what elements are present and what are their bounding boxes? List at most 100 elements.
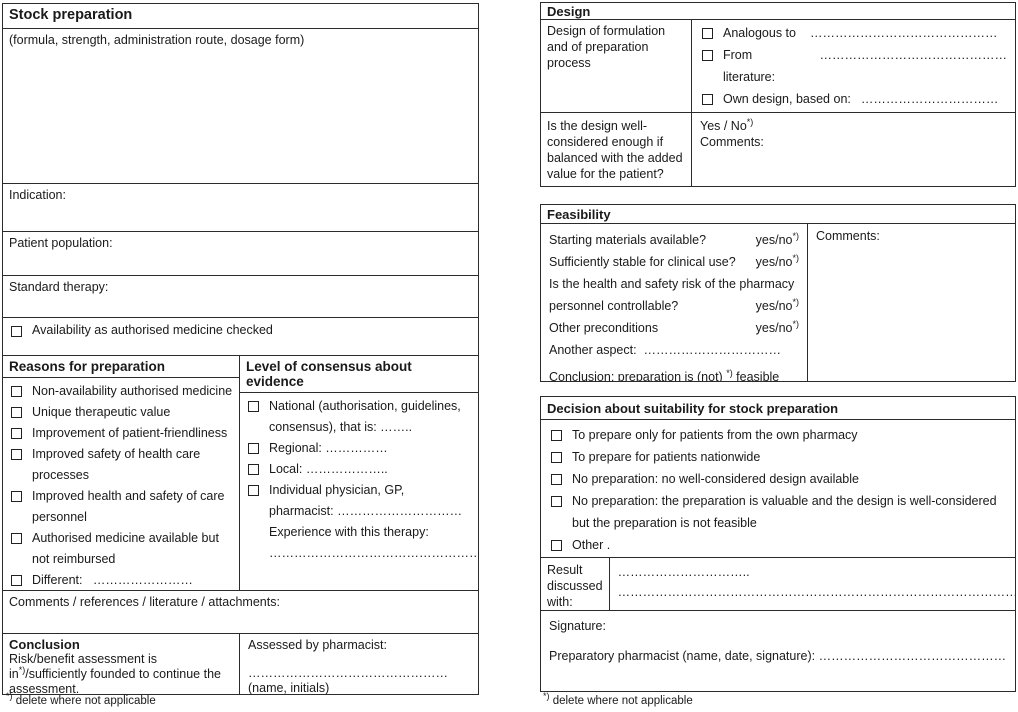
another-aspect-field[interactable]: Another aspect: …………………………… [549,343,782,357]
assessed-by-hint: (name, initials) [248,681,330,694]
signature-label: Signature: [549,619,606,633]
design-options-cell: Analogous to ……………………………………… From litera… [692,20,1015,112]
feasibility-body: Starting materials available? yes/no*) S… [541,224,1015,381]
feasibility-question: personnel controllable? yes/no*) [549,295,799,317]
feasibility-question: Is the health and safety risk of the pha… [549,277,795,291]
checkbox-availability-checked[interactable] [11,326,22,337]
experience-dotted-field[interactable]: ………………………………………………… [269,546,478,560]
reason-label: Authorised medicine available but not re… [32,531,219,566]
footnote-marker: *) [726,367,733,378]
checkbox-different-reason[interactable] [11,575,22,586]
stock-preparation-title: Stock preparation [3,4,478,29]
reason-item: Improved safety of health care processes [9,444,233,486]
reason-label: Improved safety of health care processes [32,447,201,482]
standard-therapy-cell[interactable]: Standard therapy: [3,276,478,318]
decision-option-label: To prepare for patients nationwide [572,450,761,464]
analogous-dotted-field[interactable]: ……………………………………… [809,26,998,40]
decision-option-label: To prepare only for patients from the ow… [572,428,858,442]
design-option-label: Own design, based on: [723,92,851,106]
design-option: From literature: ……………………………………… [700,44,1007,88]
patient-population-cell[interactable]: Patient population: [3,232,478,276]
conclusion-text: Risk/benefit assessment is in*)/sufficie… [9,652,221,694]
feasibility-question: Other preconditions yes/no*) [549,317,799,339]
patient-population-label: Patient population: [9,236,113,250]
result-dotted-field[interactable]: ………………………….. [617,565,750,579]
footnote-right: *) delete where not applicable [543,691,693,707]
footnote-marker: *) [6,691,13,702]
checkbox-from-literature[interactable] [702,50,713,61]
checkbox-other-decision[interactable] [551,540,562,551]
reason-label: Non-availability authorised medicine [32,384,233,398]
indication-label: Indication: [9,188,66,202]
own-design-dotted-field[interactable]: …………………………… [860,92,999,106]
checkbox-national[interactable] [248,401,259,412]
result-dotted-field[interactable]: …………………………………………………………………………………….. [617,585,1015,599]
reason-item: Unique therapeutic value [9,402,233,423]
formula-hint: (formula, strength, administration route… [9,33,305,47]
preparatory-dotted-field[interactable]: ……………………………………… [818,649,1007,663]
checkbox-individual-physician[interactable] [248,485,259,496]
checkbox-health-safety-personnel[interactable] [11,491,22,502]
feasibility-comments-cell[interactable]: Comments: [808,224,1015,381]
consensus-label: Individual physician, GP, pharmacist: ……… [269,483,463,518]
checkbox-patient-friendliness[interactable] [11,428,22,439]
reasons-pane: Reasons for preparation Non-availability… [3,356,240,590]
consensus-item: National (authorisation, guidelines, con… [246,396,472,438]
yes-no-field[interactable]: yes/no*) [755,318,799,335]
design-row-formulation: Design of formulation and of preparation… [541,20,1015,113]
checkbox-own-pharmacy-only[interactable] [551,430,562,441]
consensus-item: Local: ……………….. [246,459,472,480]
checkbox-nationwide[interactable] [551,452,562,463]
comments-cell[interactable]: Comments / references / literature / att… [3,591,478,634]
conclusion-row: Conclusion Risk/benefit assessment is in… [3,634,478,694]
result-discussed-cell[interactable]: ………………………….. ………………………………………………………………………… [610,558,1015,610]
assessed-by-label: Assessed by pharmacist: [248,638,387,652]
reasons-title: Reasons for preparation [3,356,239,378]
other-dotted-field[interactable]: Other . ……………………………………………………………………………………… [572,538,611,552]
different-field[interactable]: Different: …………………… [32,573,193,587]
footnote-marker: *) [543,691,550,702]
checkbox-unique-therapeutic-value[interactable] [11,407,22,418]
checkbox-local[interactable] [248,464,259,475]
reason-label: Improvement of patient-friendliness [32,426,228,440]
decision-option: No preparation: the preparation is valua… [549,490,1007,534]
checkbox-analogous-to[interactable] [702,28,713,39]
yes-no-field[interactable]: yes/no*) [755,230,799,247]
yes-no-field[interactable]: yes/no*) [755,296,799,313]
standard-therapy-label: Standard therapy: [9,280,109,294]
reason-item: Improved health and safety of care perso… [9,486,233,528]
checkbox-safety-health-care-processes[interactable] [11,449,22,460]
design-option-label: From literature: [723,48,776,84]
formula-cell[interactable]: (formula, strength, administration route… [3,29,478,184]
literature-dotted-field[interactable]: ……………………………………… [819,48,1008,62]
availability-row: Availability as authorised medicine chec… [3,318,478,356]
checkbox-not-feasible[interactable] [551,496,562,507]
well-considered-answer-cell[interactable]: Yes / No*) Comments: [692,113,1015,186]
checkbox-not-reimbursed[interactable] [11,533,22,544]
yes-no-field[interactable]: yes/no*) [755,252,799,269]
comments-label: Comments / references / literature / att… [9,595,280,609]
decision-option: No preparation: no well-considered desig… [549,468,1007,490]
assessed-by-dotted-field[interactable]: ………………………………………… [248,666,448,680]
indication-cell[interactable]: Indication: [3,184,478,232]
checkbox-non-availability[interactable] [11,386,22,397]
checkbox-no-design-available[interactable] [551,474,562,485]
checkbox-regional[interactable] [248,443,259,454]
design-option: Own design, based on: …………………………… [700,88,1007,110]
feasibility-comments-label: Comments: [816,229,880,243]
design-option-label: Analogous to [723,26,796,40]
decision-option: To prepare only for patients from the ow… [549,424,1007,446]
signature-row: Signature: Preparatory pharmacist (name,… [541,611,1015,691]
consensus-item: Regional: …………… [246,438,472,459]
experience-label: Experience with this therapy: [269,525,429,539]
consensus-item: Individual physician, GP, pharmacist: ……… [246,480,472,522]
reason-label: Improved health and safety of care perso… [32,489,225,524]
yes-no-answer: Yes / No*) [700,116,754,133]
checkbox-own-design[interactable] [702,94,713,105]
assessed-by-cell: Assessed by pharmacist: …………………………………………… [240,634,478,694]
design-option: Analogous to ……………………………………… [700,22,1007,44]
decision-title: Decision about suitability for stock pre… [541,397,1015,420]
preparatory-pharmacist-line: Preparatory pharmacist (name, date, sign… [549,649,1007,663]
design-formulation-label: Design of formulation and of preparation… [541,20,692,112]
